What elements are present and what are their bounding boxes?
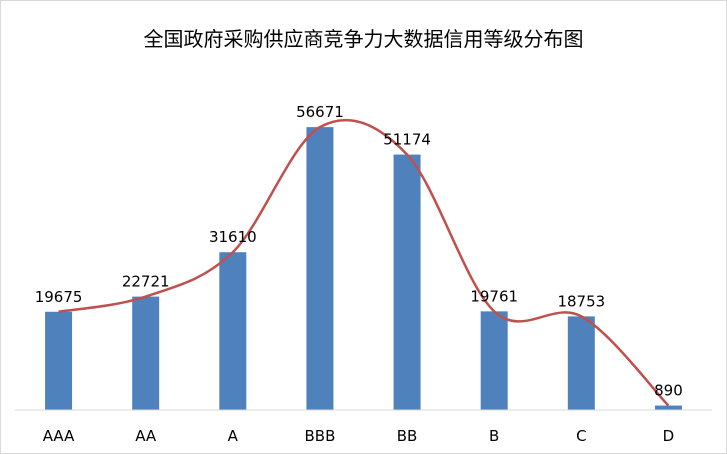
- data-label-bb: 51174: [383, 131, 431, 149]
- trend-line-group: [58, 118, 670, 407]
- data-label-aa: 22721: [122, 273, 170, 291]
- x-tick-a: A: [228, 427, 239, 445]
- bar-bb: [393, 154, 421, 410]
- data-labels-group: 19675 22721 31610 56671 51174 19761 18753 890: [35, 103, 683, 399]
- x-tick-bb: BB: [397, 427, 418, 445]
- data-label-d: 890: [654, 382, 683, 400]
- data-label-bbb: 56671: [296, 103, 344, 121]
- data-label-b: 19761: [470, 287, 518, 305]
- x-tick-labels-group: AAA AA A BBB BB B C D: [43, 427, 674, 445]
- bar-bbb: [306, 127, 334, 410]
- bar-aaa: [45, 311, 73, 410]
- data-label-aaa: 19675: [35, 288, 83, 306]
- x-tick-c: C: [576, 427, 586, 445]
- bar-d: [654, 405, 682, 410]
- x-tick-d: D: [663, 427, 675, 445]
- bars-group: [45, 127, 682, 410]
- x-tick-aaa: AAA: [43, 427, 75, 445]
- bar-a: [219, 252, 247, 410]
- x-tick-bbb: BBB: [305, 427, 336, 445]
- chart-title: 全国政府采购供应商竞争力大数据信用等级分布图: [143, 27, 584, 51]
- bar-c: [567, 316, 595, 410]
- bar-aa: [132, 296, 160, 410]
- x-tick-b: B: [489, 427, 499, 445]
- x-tick-aa: AA: [135, 427, 157, 445]
- trend-line: [58, 118, 670, 407]
- bar-b: [480, 311, 508, 410]
- data-label-c: 18753: [557, 292, 605, 310]
- data-label-a: 31610: [209, 228, 257, 246]
